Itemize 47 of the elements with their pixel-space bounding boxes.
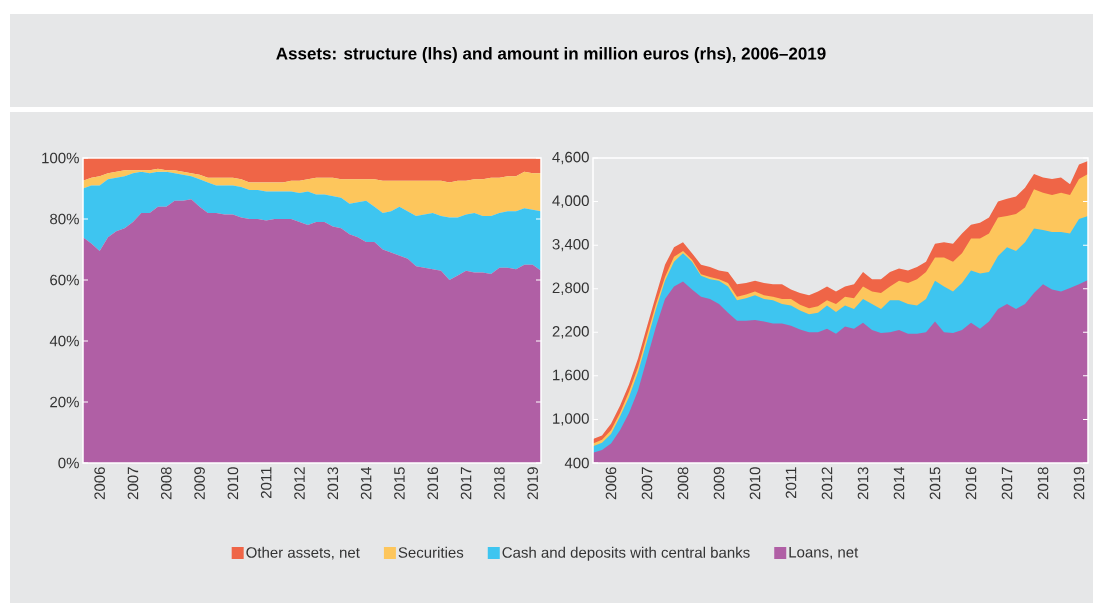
x-tick-label: 2013 [327,467,339,500]
chart-title: Assets: structure (lhs) and amount in million euros (rhs), 2006–2019 [276,47,826,63]
y-tick-label: 0% [58,457,79,469]
y-tick-label: 4,000 [552,195,589,208]
legend-label: Securities [398,546,464,558]
x-tick-label: 2009 [713,467,725,500]
x-tick-label: 2010 [227,467,239,500]
y-tick-label: 400 [564,457,589,469]
x-tick-label: 2007 [641,467,653,500]
y-tick-label: 1,600 [553,369,589,383]
x-tick-label: 2014 [360,466,372,500]
x-tick-label: 2006 [605,467,617,500]
y-tick-label: 60% [50,274,79,286]
y-tick-label: 3,400 [552,238,589,252]
legend-label: Loans, net [789,547,859,560]
x-tick-label: 2011 [785,467,797,499]
x-tick-label: 2018 [1037,467,1049,500]
x-tick-label: 2012 [821,467,833,500]
x-tick-label: 2018 [494,467,505,500]
x-tick-label: 2015 [394,467,405,500]
y-tick-label: 2,800 [552,282,589,295]
x-tick-label: 2010 [749,467,761,500]
x-tick-label: 2017 [460,467,472,500]
y-tick-label: 100% [42,152,79,164]
x-tick-label: 2011 [260,467,272,499]
legend-label: Cash and deposits with central banks [502,546,750,561]
y-tick-label: 2,200 [552,326,589,339]
legend-label: Other assets, net [246,546,360,560]
x-tick-label: 2016 [965,467,977,500]
x-tick-label: 2008 [677,467,689,500]
y-tick-label: 80% [50,213,79,225]
x-tick-label: 2006 [94,467,105,500]
x-tick-label: 2019 [1073,467,1085,500]
x-tick-label: 2019 [527,467,538,500]
x-tick-label: 2009 [194,467,205,500]
x-tick-label: 2016 [427,467,439,500]
x-tick-label: 2013 [857,467,869,500]
y-tick-label: 1,000 [553,413,589,426]
x-tick-label: 2014 [893,466,905,500]
x-tick-label: 2008 [160,467,172,500]
x-tick-label: 2015 [929,467,941,500]
x-tick-label: 2017 [1001,467,1013,500]
y-tick-label: 4,600 [552,151,589,165]
x-tick-label: 2007 [127,467,139,500]
x-tick-label: 2012 [294,467,305,500]
y-tick-label: 40% [49,335,79,347]
y-tick-label: 20% [50,396,79,408]
